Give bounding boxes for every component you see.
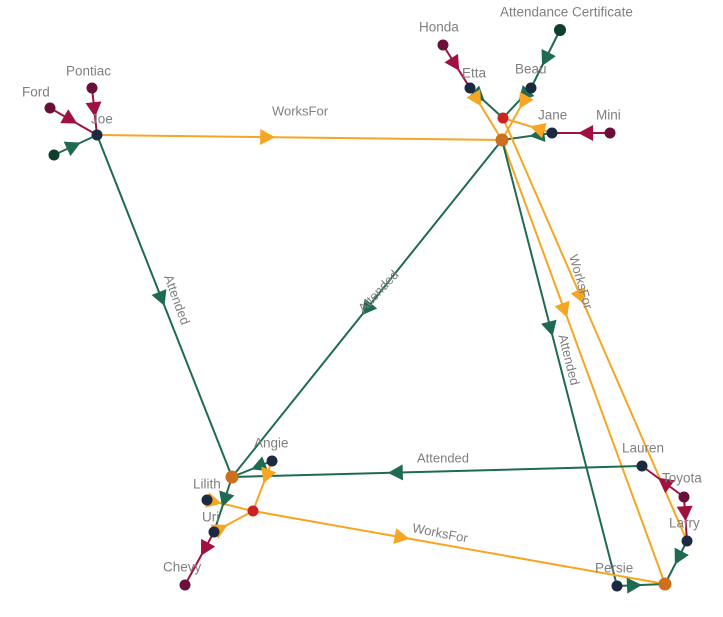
edge-label: WorksFor — [272, 103, 329, 118]
edge-arrowhead-icon — [570, 287, 586, 305]
graph-edge — [502, 117, 688, 542]
graph-node[interactable] — [208, 526, 220, 538]
node-label: Chevy — [163, 560, 202, 575]
edge-arrowhead-icon — [251, 456, 269, 472]
graph-node[interactable] — [604, 127, 616, 139]
edge-arrowhead-icon — [676, 505, 693, 522]
edge-arrowhead-icon — [466, 89, 482, 107]
graph-node[interactable] — [525, 82, 537, 94]
graph-node[interactable] — [678, 491, 690, 503]
graph-node[interactable] — [464, 82, 476, 94]
node-label: Angie — [254, 436, 289, 451]
node-label: Jane — [538, 108, 567, 123]
graph-node[interactable] — [266, 455, 278, 467]
node-label: Pontiac — [66, 64, 111, 79]
edge-arrowhead-icon — [444, 53, 460, 71]
graph-node[interactable] — [201, 494, 213, 506]
node-label: Larry — [669, 516, 700, 531]
graph-edge — [252, 460, 273, 512]
graph-node[interactable] — [546, 127, 558, 139]
edge-label: Attended — [161, 273, 193, 327]
edge-arrowhead-icon — [393, 528, 410, 545]
edge-arrowhead-icon — [63, 141, 81, 157]
node-label: Attendance Certificate — [500, 5, 633, 20]
edge-arrowhead-icon — [626, 577, 642, 594]
graph-node[interactable] — [497, 112, 509, 124]
edge-arrowhead-icon — [151, 289, 167, 306]
node-label: Lilith — [193, 477, 221, 492]
graph-node[interactable] — [554, 24, 566, 36]
node-label: Joe — [91, 112, 113, 127]
graph-edge — [231, 465, 643, 478]
graph-node[interactable] — [437, 39, 449, 51]
node-label: Mini — [596, 108, 621, 123]
edge-label: WorksFor — [566, 253, 596, 312]
graph-edge — [184, 531, 215, 586]
node-labels-layer: Ford Pontiac Joe Honda Etta Beau Attendance Ce… — [22, 5, 702, 576]
edge-arrowhead-icon — [361, 298, 378, 316]
graph-node[interactable] — [179, 579, 191, 591]
edge-arrowhead-icon — [657, 477, 675, 494]
node-label: Beau — [515, 62, 547, 77]
node-label: Uri — [202, 510, 219, 525]
node-label: Persie — [595, 561, 633, 576]
node-label: Honda — [419, 20, 459, 35]
graph-node[interactable] — [225, 470, 239, 484]
graph-node[interactable] — [44, 102, 56, 114]
graph-node[interactable] — [86, 82, 98, 94]
graph-node[interactable] — [48, 149, 60, 161]
edge-arrowhead-icon — [554, 300, 570, 318]
edge-label: Attended — [355, 267, 401, 315]
graph-node[interactable] — [658, 577, 672, 591]
edge-arrowhead-icon — [261, 466, 277, 484]
graph-edge — [252, 510, 666, 585]
edge-arrowhead-icon — [541, 48, 556, 66]
edge-arrowhead-icon — [674, 547, 689, 565]
edge-arrowhead-icon — [260, 129, 276, 146]
graph-node[interactable] — [636, 460, 648, 472]
edge-arrowhead-icon — [529, 122, 547, 139]
edge-arrowhead-icon — [578, 125, 594, 141]
edge-arrowhead-icon — [85, 101, 102, 118]
node-label: Toyota — [662, 471, 702, 486]
graph-node[interactable] — [247, 505, 259, 517]
edge-arrowhead-icon — [519, 91, 534, 109]
edge-arrowhead-icon — [387, 464, 404, 481]
node-label: Lauren — [622, 441, 664, 456]
graph-edge — [96, 134, 503, 141]
nodes-layer — [44, 24, 693, 592]
edge-label: WorksFor — [411, 520, 470, 546]
graph-edge — [501, 139, 666, 585]
graph-node[interactable] — [611, 580, 623, 592]
graph-edge — [501, 139, 618, 587]
node-label: Etta — [462, 66, 487, 81]
edge-arrowhead-icon — [541, 319, 557, 337]
graph-node[interactable] — [681, 535, 693, 547]
arrowheads-layer — [60, 48, 693, 594]
node-label: Ford — [22, 85, 50, 100]
graph-node[interactable] — [91, 129, 103, 141]
edge-arrowhead-icon — [60, 109, 78, 124]
edge-arrowhead-icon — [219, 490, 235, 508]
edge-arrowhead-icon — [200, 538, 216, 556]
edge-label: Attended — [417, 450, 469, 465]
graph-node[interactable] — [495, 133, 509, 147]
